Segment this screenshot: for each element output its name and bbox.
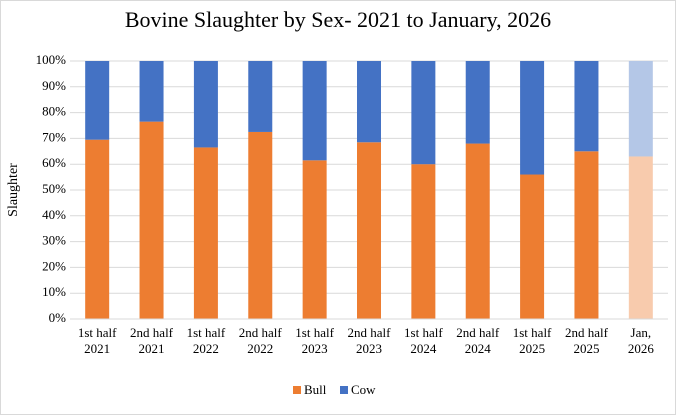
y-tick-label: 100% (36, 52, 67, 67)
bar-segment (465, 61, 490, 144)
legend-label: Bull (304, 382, 327, 397)
y-tick-label: 40% (42, 207, 66, 222)
x-tick-label: 2nd half 2024 (456, 325, 500, 356)
legend-label: Cow (351, 382, 376, 397)
y-tick-label: 10% (42, 284, 66, 299)
y-axis-label: Slaughter (6, 163, 21, 217)
x-tick-label: 2nd half 2021 (130, 325, 174, 356)
x-tick-label: 1st half 2024 (404, 325, 443, 356)
x-tick-label: 1st half 2021 (77, 325, 117, 356)
bar-segment (85, 139, 110, 319)
bar-segment (139, 121, 164, 319)
y-tick-label: 60% (42, 155, 66, 170)
y-tick-label: 30% (42, 233, 66, 248)
bar-segment (574, 151, 599, 319)
bar-segment (302, 61, 327, 161)
bar-segment (248, 61, 273, 132)
bar-segment (357, 61, 381, 143)
y-tick-label: 80% (42, 104, 66, 119)
y-tick-label: 50% (42, 181, 66, 196)
bar-segment (520, 61, 545, 175)
bar-segment (628, 156, 653, 319)
y-tick-label: 0% (49, 310, 67, 325)
bar-segment (139, 61, 164, 122)
bar-segment (574, 61, 599, 152)
x-tick-label: 2nd half 2025 (564, 325, 608, 356)
y-tick-label: 20% (42, 258, 66, 273)
legend-swatch (293, 386, 301, 394)
x-tick-label: 1st half 2025 (512, 325, 552, 356)
x-tick-label: 1st half 2023 (295, 325, 334, 356)
bar-segment (302, 160, 327, 319)
x-tick-label: 2nd half 2022 (238, 325, 282, 356)
x-tick-label: 1st half 2022 (186, 325, 226, 356)
bar-segment (520, 174, 545, 319)
bar-segment (411, 164, 436, 319)
bar-segment (193, 147, 218, 319)
bar-segment (85, 61, 110, 140)
bar-segment (628, 61, 653, 157)
y-tick-label: 90% (42, 78, 66, 93)
x-tick-label: Jan, 2026 (627, 325, 654, 356)
y-tick-label: 70% (42, 129, 66, 144)
bar-segment (193, 61, 218, 148)
bar-segment (248, 131, 273, 319)
x-tick-label: 2nd half 2023 (347, 325, 391, 356)
bar-segment (411, 61, 436, 165)
bar-segment (465, 143, 490, 319)
chart-title: Bovine Slaughter by Sex- 2021 to January… (125, 7, 551, 32)
bar-segment (357, 142, 381, 319)
legend-swatch (340, 386, 348, 394)
